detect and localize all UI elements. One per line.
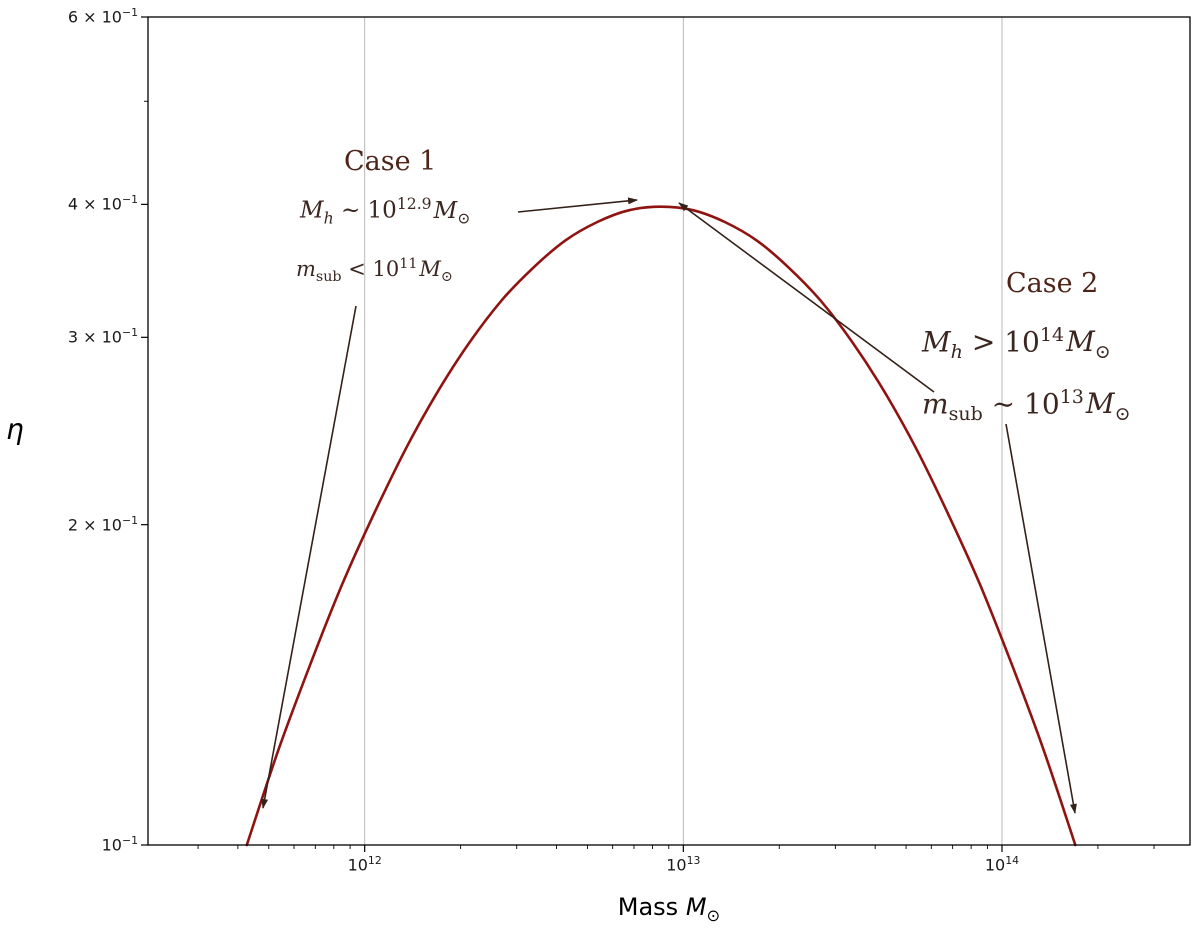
annotation-arrow-case2-to-peak <box>678 202 935 393</box>
eta-curve <box>245 205 1077 847</box>
annotation-arrow-case1-to-peak <box>517 197 638 213</box>
annotation-arrow-case2-to-right-branch <box>1005 423 1077 814</box>
annotation-arrow-case1-to-left-branch <box>261 305 357 809</box>
